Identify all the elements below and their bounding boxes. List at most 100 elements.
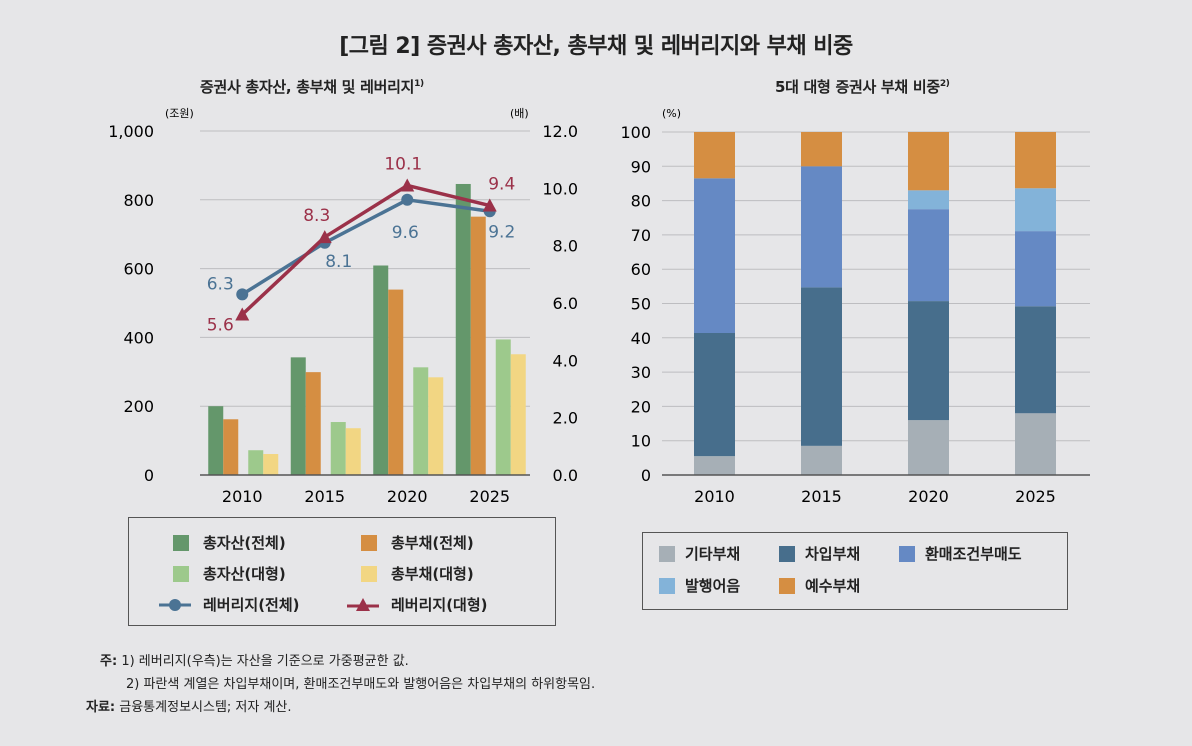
- footnote-ref: 1): [414, 79, 424, 89]
- x-tick-label: 2020: [908, 487, 949, 506]
- legend-swatch: [659, 545, 675, 562]
- legend-swatch: [173, 565, 189, 582]
- stacked-bar-segment: [1015, 306, 1056, 414]
- note-line-1: 주: 1) 레버리지(우측)는 자산을 기준으로 가중평균한 값.: [100, 654, 409, 669]
- right-y-unit: (배): [510, 107, 529, 120]
- legend-swatch: [659, 577, 675, 594]
- data-label: 9.2: [488, 222, 515, 242]
- y-tick-label: 800: [123, 191, 154, 210]
- y-tick-label: 1,000: [108, 122, 154, 141]
- y-tick-label: 200: [123, 397, 154, 416]
- y2-tick-label: 8.0: [553, 237, 578, 256]
- stacked-bar-segment: [694, 178, 735, 333]
- bar: [208, 406, 224, 475]
- stacked-bar-segment: [694, 332, 735, 457]
- y2-tick-label: 12.0: [542, 122, 578, 141]
- legend-item-large-assets: 총자산(대형): [173, 563, 286, 584]
- data-label: 9.4: [488, 175, 515, 195]
- stacked-bar-segment: [908, 190, 949, 210]
- legend-item-total-assets: 총자산(전체): [173, 532, 286, 553]
- y2-tick-label: 2.0: [553, 409, 578, 428]
- triangle-line-marker-icon: [347, 597, 379, 611]
- x-tick-label: 2015: [304, 487, 345, 506]
- y-tick-label: 70: [631, 226, 651, 245]
- bar: [470, 216, 486, 475]
- bar: [413, 367, 429, 475]
- legend-item-other-liabilities: 기타부채: [659, 543, 740, 564]
- legend-item-repo: 환매조건부매도: [899, 543, 1022, 564]
- y-tick-label: 20: [631, 397, 651, 416]
- bar: [495, 339, 511, 475]
- y2-tick-label: 4.0: [553, 351, 578, 370]
- data-label: 5.6: [207, 315, 234, 335]
- y-tick-label: 90: [631, 157, 651, 176]
- legend-item-large-liabilities: 총부채(대형): [361, 563, 474, 584]
- x-tick-label: 2015: [801, 487, 842, 506]
- y2-tick-label: 10.0: [542, 179, 578, 198]
- right-chart-title: 5대 대형 증권사 부채 비중2): [775, 78, 950, 96]
- bar: [345, 428, 361, 475]
- bar: [248, 450, 264, 475]
- source-line: 자료: 금융통계정보시스템; 저자 계산.: [86, 700, 292, 715]
- bar: [305, 372, 321, 475]
- circle-line-marker-icon: [159, 598, 191, 611]
- triangle-marker: [317, 230, 332, 244]
- x-tick-label: 2010: [694, 487, 735, 506]
- x-tick-label: 2025: [469, 487, 510, 506]
- stacked-bar-segment: [801, 445, 842, 475]
- legend-item-leverage-total: 레버리지(전체): [159, 594, 300, 615]
- stacked-bar-segment: [1015, 188, 1056, 232]
- left-chart-title: 증권사 총자산, 총부채 및 레버리지1): [200, 78, 424, 96]
- stacked-bar-segment: [801, 166, 842, 288]
- y-tick-label: 60: [631, 260, 651, 279]
- stacked-bar-segment: [1015, 413, 1056, 475]
- data-label: 8.1: [325, 252, 352, 272]
- circle-marker: [401, 193, 414, 206]
- y-tick-label: 100: [620, 123, 651, 142]
- figure-title: [그림 2] 증권사 총자산, 총부채 및 레버리지와 부채 비중: [339, 34, 853, 59]
- legend-item-borrowings: 차입부채: [779, 543, 860, 564]
- series-line: [241, 198, 490, 296]
- y-tick-label: 400: [123, 328, 154, 347]
- bar: [290, 357, 306, 475]
- stacked-bar-segment: [694, 456, 735, 475]
- data-label: 10.1: [384, 154, 422, 174]
- stacked-bar-segment: [908, 209, 949, 302]
- data-label: 9.6: [392, 223, 419, 243]
- legend-swatch: [173, 534, 189, 551]
- stacked-bar-segment: [801, 287, 842, 446]
- note-line-2: 2) 파란색 계열은 차입부채이며, 환매조건부매도와 발행어음은 차입부채의 …: [126, 677, 596, 692]
- stacked-bar-segment: [908, 132, 949, 191]
- x-tick-label: 2010: [222, 487, 263, 506]
- y-tick-label: 40: [631, 329, 651, 348]
- stacked-bar-segment: [801, 132, 842, 167]
- bar: [455, 183, 471, 475]
- stacked-bar-segment: [1015, 132, 1056, 189]
- y-tick-label: 80: [631, 192, 651, 211]
- footnotes: 주: 1) 레버리지(우측)는 자산을 기준으로 가중평균한 값. 2) 파란색…: [86, 650, 595, 719]
- y-tick-label: 10: [631, 432, 651, 451]
- y-tick-label: 30: [631, 363, 651, 382]
- bar: [428, 377, 444, 475]
- circle-marker: [236, 288, 249, 301]
- right-chart-y-unit: (%): [662, 107, 681, 120]
- right-legend: 기타부채 차입부채 환매조건부매도 발행어음 예수부채: [642, 532, 1068, 610]
- legend-swatch: [779, 577, 795, 594]
- legend-item-total-liabilities: 총부채(전체): [361, 532, 474, 553]
- legend-item-deposits: 예수부채: [779, 575, 860, 596]
- left-legend: 총자산(전체) 총부채(전체) 총자산(대형) 총부채(대형) 레버리지(전체)…: [128, 517, 556, 626]
- stacked-bar-segment: [1015, 231, 1056, 307]
- data-label: 8.3: [303, 206, 330, 226]
- series-line: [241, 183, 491, 316]
- footnote-ref: 2): [939, 79, 950, 89]
- left-y-unit: (조원): [165, 107, 194, 120]
- legend-swatch: [361, 565, 377, 582]
- legend-swatch: [361, 534, 377, 551]
- bar: [510, 354, 526, 475]
- triangle-marker: [400, 178, 415, 192]
- bar: [330, 422, 346, 475]
- bar: [373, 265, 389, 475]
- stacked-bar-segment: [908, 301, 949, 421]
- y2-tick-label: 6.0: [553, 294, 578, 313]
